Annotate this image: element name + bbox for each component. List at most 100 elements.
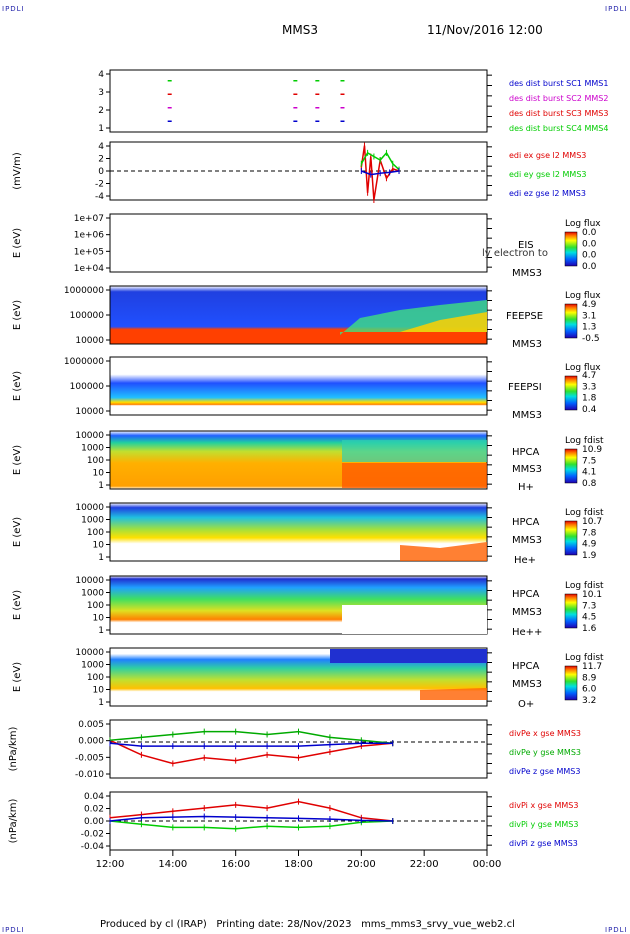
colorbar-tick-label: 8.9 <box>582 673 597 683</box>
hpca-hepp-colorbar-ticks: 10.17.3 4.51.6 <box>582 590 602 634</box>
panel-feepse: 1000000 100000 10000 E (eV) FEEPSE MMS3 Lo… <box>12 285 601 350</box>
hpca-he-feature <box>400 542 487 561</box>
eis-overlay-text: ly electron to <box>482 248 548 259</box>
y-tick-label: 1e+05 <box>74 247 104 257</box>
y-tick-label: 100 <box>87 673 104 683</box>
hpca-he-label: HPCA <box>512 517 540 528</box>
x-tick-label: 22:00 <box>410 859 439 870</box>
divpi-legend: divPi x gse MMS3 divPi y gse MMS3 divPi z … <box>509 801 578 848</box>
series-line <box>109 742 393 747</box>
y-tick-label: 4 <box>98 70 104 80</box>
colorbar-tick-label: 0.0 <box>582 228 597 238</box>
divpe-frame <box>109 719 488 779</box>
hpca-hepp-colorbar <box>564 593 578 629</box>
legend-entry: divPi z gse MMS3 <box>509 839 578 848</box>
y-tick-label: 1e+06 <box>74 231 105 241</box>
plot-title: MMS3 <box>282 23 318 37</box>
hpca-hepp-label: HPCA <box>512 589 540 600</box>
divpe-ylabel: (nPa/km) <box>8 727 19 772</box>
feepse-feature-hot <box>400 312 487 332</box>
footer-filename: mms_mms3_srvy_vue_web2.cl <box>361 919 515 930</box>
y-tick-label: 1000 <box>81 444 104 454</box>
hpca-hepp-gap <box>342 605 487 634</box>
y-tick-label: 0.005 <box>78 720 104 730</box>
y-tick-label: 2 <box>98 155 104 165</box>
hpca-he-species: He+ <box>514 555 536 566</box>
feepse-colorbar-ticks: 4.93.1 1.3-0.5 <box>582 300 600 344</box>
legend-entry: edi ey gse l2 MMS3 <box>509 170 587 179</box>
colorbar-tick-label: 7.5 <box>582 456 596 466</box>
colorbar-tick-label: 10.7 <box>582 517 602 527</box>
legend-entry: des dist burst SC2 MMS2 <box>509 94 608 103</box>
divpe-series <box>109 728 394 767</box>
y-tick-label: 1 <box>98 124 104 134</box>
colorbar-tick-label: 11.7 <box>582 662 602 672</box>
y-tick-label: 1000 <box>81 516 104 526</box>
hpca-h-colorbar-ticks: 10.97.5 4.10.8 <box>582 445 602 489</box>
hpca-hepp-species: He++ <box>512 627 542 638</box>
hpca-o-y-ticks: 10000 1000 100 10 1 <box>75 648 492 708</box>
burst-y-ticks: 4 3 2 1 <box>98 70 492 134</box>
y-tick-label: 100 <box>87 528 104 538</box>
legend-entry: edi ex gse l2 MMS3 <box>509 151 586 160</box>
panel-edi: 4 2 0 -2 -4 (mV/m) edi ex gse l2 MMS3 edi ey … <box>12 141 587 203</box>
legend-entry: des dist burst SC1 MMS1 <box>509 79 608 88</box>
feepsi-spectrogram <box>109 356 488 416</box>
y-tick-label: 100000 <box>70 382 105 392</box>
feepsi-label: FEEPSI <box>508 382 542 393</box>
colorbar-tick-label: 6.0 <box>582 685 597 695</box>
hpca-h-label: HPCA <box>512 447 540 458</box>
divpi-ylabel: (nPa/km) <box>8 799 19 844</box>
hpca-he-colorbar <box>564 520 578 556</box>
y-tick-label: 10 <box>93 541 105 551</box>
colorbar-tick-label: 1.8 <box>582 394 597 404</box>
footer: Produced by cl (IRAP) Printing date: 28/… <box>100 919 515 930</box>
hpca-o-sc-label: MMS3 <box>512 679 542 690</box>
colorbar-tick-label: 7.8 <box>582 528 597 538</box>
series-line <box>109 730 393 744</box>
edi-series <box>360 142 400 203</box>
y-tick-label: 3 <box>98 88 104 98</box>
y-tick-label: -2 <box>95 180 104 190</box>
feepse-colorbar <box>564 303 578 339</box>
x-tick-label: 18:00 <box>284 859 313 870</box>
feepsi-ylabel: E (eV) <box>12 371 23 401</box>
hpca-h-feature-cool <box>342 440 487 462</box>
eis-label: EIS <box>518 240 534 251</box>
feepsi-y-ticks: 1000000 100000 10000 <box>64 357 492 417</box>
feepse-y-ticks: 1000000 100000 10000 <box>64 286 492 346</box>
y-tick-label: 1000000 <box>64 357 104 367</box>
y-tick-label: 10 <box>93 469 105 479</box>
hpca-o-label: HPCA <box>512 661 540 672</box>
hpca-o-colorbar-title: Log fdist <box>565 653 604 663</box>
hpca-o-colorbar-ticks: 11.78.9 6.03.2 <box>582 662 602 706</box>
divpe-legend: divPe x gse MMS3 divPe y gse MMS3 divPe z … <box>509 729 581 776</box>
colorbar-tick-label: 0.0 <box>582 262 597 272</box>
y-tick-label: 0.04 <box>84 792 104 802</box>
colorbar-tick-label: -0.5 <box>582 334 600 344</box>
panel-eis: 1e+07 1e+06 1e+05 1e+04 E (eV) EIS MMS3 ly … <box>12 213 601 279</box>
y-tick-label: 10 <box>93 614 105 624</box>
plot-date: 11/Nov/2016 12:00 <box>427 23 543 37</box>
hpca-he-y-ticks: 10000 1000 100 10 1 <box>75 503 492 563</box>
hpca-he-colorbar-ticks: 10.77.8 4.91.9 <box>582 517 602 561</box>
panel-hpca-h: 10000 1000 100 10 1 E (eV) HPCA MMS3 H+ Log … <box>12 430 604 493</box>
y-tick-label: 1000000 <box>64 286 104 296</box>
feepse-label: FEEPSE <box>506 311 543 322</box>
x-tick-label: 14:00 <box>158 859 187 870</box>
eis-colorbar-title: Log flux <box>565 219 601 229</box>
x-tick-label: 16:00 <box>221 859 250 870</box>
y-tick-label: -0.04 <box>81 842 105 852</box>
y-tick-label: 10000 <box>75 648 104 658</box>
hpca-h-y-ticks: 10000 1000 100 10 1 <box>75 431 492 491</box>
colorbar-tick-label: 10.1 <box>582 590 602 600</box>
series-line <box>109 800 393 822</box>
eis-ylabel: E (eV) <box>12 228 23 258</box>
edi-y-ticks: 4 2 0 -2 -4 <box>95 142 492 202</box>
panel-feepsi: 1000000 100000 10000 E (eV) FEEPSI MMS3 Lo… <box>12 356 601 421</box>
colorbar-tick-label: 3.1 <box>582 311 596 321</box>
legend-entry: des dist burst SC3 MMS3 <box>509 109 608 118</box>
y-tick-label: 1 <box>98 698 104 708</box>
colorbar-tick-label: 0.0 <box>582 239 597 249</box>
